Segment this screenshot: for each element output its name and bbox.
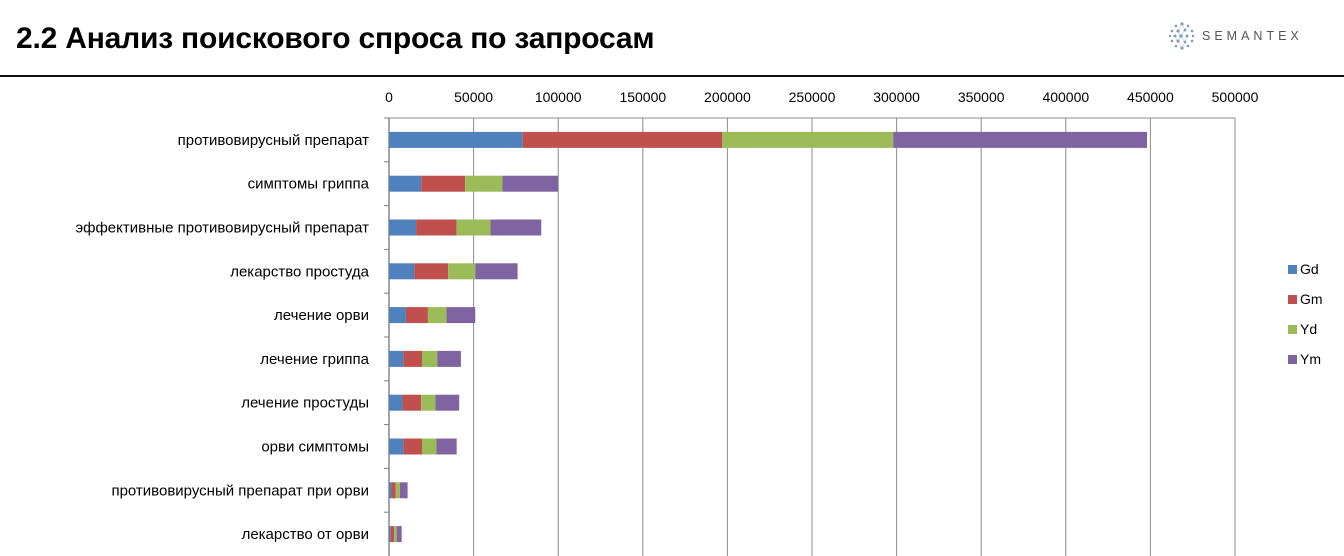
category-label: лекарство от орви [242,526,369,543]
bar-segment-ym [475,263,518,280]
bar-segment-gd [389,394,403,411]
legend-swatch [1288,265,1297,274]
bar-segment-yd [421,350,438,367]
bar-segment-gd [389,438,404,455]
bar-segment-yd [395,482,400,499]
bar-segment-ym [446,307,476,324]
bar-segment-gd [389,350,404,367]
bar-segment-ym [399,482,408,499]
category-label: лекарство простуда [230,263,369,280]
bar-segment-ym [893,131,1148,148]
bar-segment-ym [396,526,402,543]
bar-segment-ym [436,438,457,455]
bar-segment-ym [437,350,461,367]
bar-segment-gm [403,438,422,455]
x-tick-label: 0 [385,89,393,105]
bar-segment-ym [502,175,559,192]
bar-segment-gm [416,219,457,236]
logo-text: SEMANTEX [1202,29,1303,43]
x-tick-label: 300000 [873,89,920,105]
semantex-logo: SEMANTEX [1166,20,1316,54]
category-label: противовирусный препарат при орви [111,482,369,499]
bar-segment-gm [390,526,395,543]
category-label: лечение орви [274,307,369,324]
category-label: эффективные противовирусный препарат [75,220,369,237]
x-tick-label: 400000 [1042,89,1089,105]
legend-swatch [1288,295,1297,304]
category-label: лечение простуды [241,395,369,412]
bar-segment-gd [389,526,391,543]
bar-segment-yd [427,307,447,324]
legend-label: Ym [1300,351,1321,367]
logo-icon [1168,22,1195,50]
legend-label: Gd [1300,261,1319,277]
bar-segment-gm [522,131,723,148]
header-divider [0,75,1344,77]
bar-segment-yd [722,131,894,148]
category-label: орви симптомы [261,439,369,456]
category-label: противовирусный препарат [178,132,369,149]
bar-segment-gd [389,131,523,148]
bar-segment-gm [391,482,396,499]
bar-segment-gm [402,394,422,411]
legend-swatch [1288,355,1297,364]
category-label: лечение гриппа [260,351,369,368]
bar-segment-gm [405,307,428,324]
x-tick-label: 200000 [704,89,751,105]
bar-segment-gd [389,175,422,192]
x-tick-label: 250000 [789,89,836,105]
bar-segment-yd [448,263,476,280]
bar-segment-yd [456,219,491,236]
x-tick-label: 450000 [1127,89,1174,105]
bar-segment-yd [421,394,436,411]
x-tick-label: 150000 [619,89,666,105]
bar-segment-ym [435,394,460,411]
bar-segment-gd [389,263,415,280]
x-tick-label: 100000 [535,89,582,105]
bar-segment-ym [490,219,542,236]
bar-segment-gd [389,482,392,499]
bar-segment-yd [394,526,397,543]
bar-segment-gd [389,307,406,324]
bar-segment-gm [403,350,422,367]
stacked-bar-chart: 0 50000 100000 150000 200000 250000 300000 3500… [75,89,1323,556]
category-label: симптомы гриппа [248,176,370,193]
bar-segment-yd [421,438,437,455]
bar-segment-gm [421,175,466,192]
page-title: 2.2 Анализ поискового спроса по запросам [16,22,655,55]
x-tick-label: 500000 [1212,89,1259,105]
x-tick-label: 50000 [454,89,493,105]
bar-segment-gm [414,263,449,280]
bar-segment-gd [389,219,417,236]
legend-label: Gm [1300,291,1323,307]
bar-segment-yd [465,175,503,192]
legend-swatch [1288,325,1297,334]
x-tick-label: 350000 [958,89,1005,105]
legend-label: Yd [1300,321,1317,337]
